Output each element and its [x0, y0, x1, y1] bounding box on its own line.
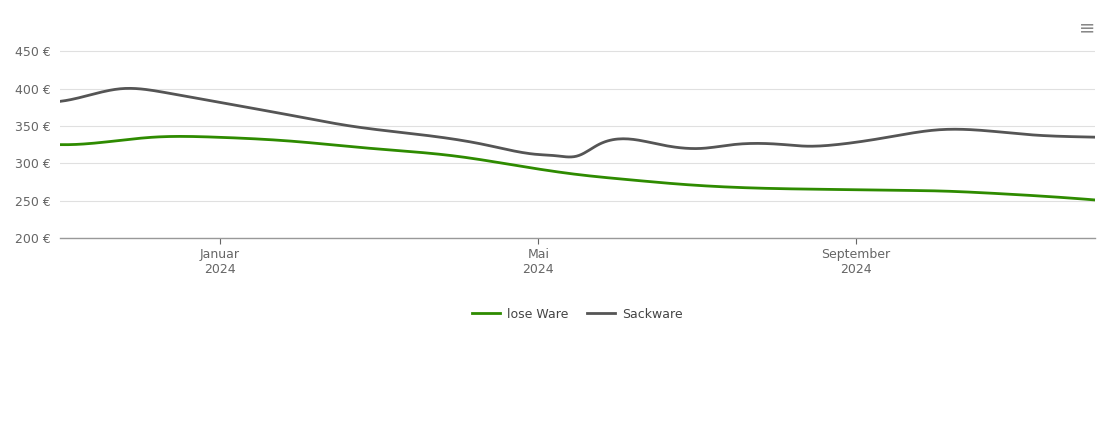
lose Ware	[804, 187, 817, 192]
Line: Sackware: Sackware	[60, 88, 1094, 157]
Sackware	[124, 86, 138, 91]
lose Ware	[173, 134, 186, 139]
Text: ≡: ≡	[1079, 19, 1094, 38]
Sackware	[181, 94, 194, 99]
Legend: lose Ware, Sackware: lose Ware, Sackware	[467, 303, 688, 326]
Sackware	[1088, 135, 1101, 140]
Line: lose Ware: lose Ware	[60, 136, 1094, 200]
lose Ware	[1088, 197, 1101, 203]
Sackware	[53, 99, 67, 104]
Sackware	[393, 130, 406, 135]
Sackware	[806, 143, 819, 149]
Sackware	[811, 143, 825, 149]
lose Ware	[181, 134, 194, 139]
lose Ware	[707, 184, 720, 189]
lose Ware	[466, 156, 480, 161]
Sackware	[562, 154, 575, 160]
lose Ware	[808, 187, 821, 192]
lose Ware	[53, 142, 67, 147]
Sackware	[466, 140, 480, 145]
lose Ware	[393, 148, 406, 153]
Sackware	[709, 144, 723, 149]
